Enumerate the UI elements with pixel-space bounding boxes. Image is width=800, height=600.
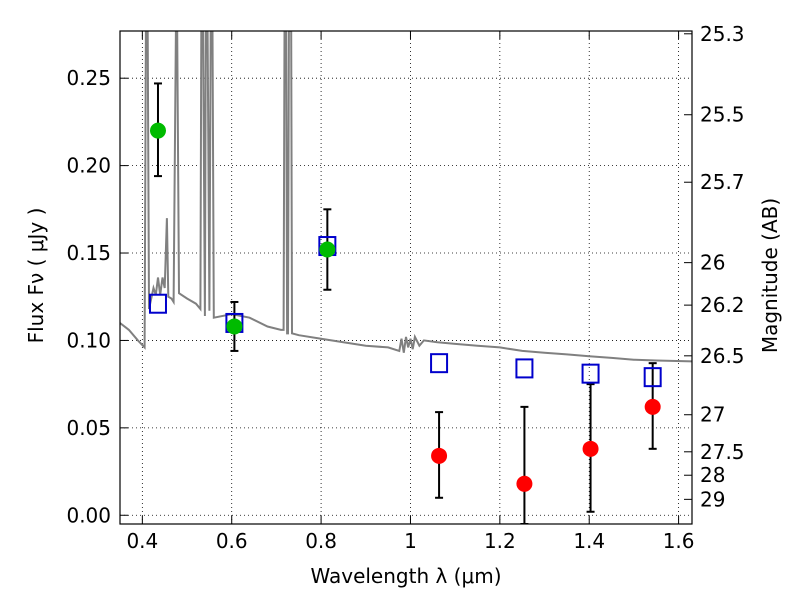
x-tick-label: 0.4: [126, 529, 158, 553]
y-axis-label: Flux Fν ( μJy ): [24, 208, 48, 344]
model-spectrum: [120, 31, 692, 363]
observed-flux-point: [431, 447, 448, 464]
model-photometry-square: [148, 293, 167, 314]
right-tick-label: 27: [700, 403, 725, 427]
right-tick-label: 26: [700, 251, 725, 275]
grid: [120, 31, 692, 524]
right-tick-label: 25.5: [700, 103, 745, 127]
x-tick-label: 0.6: [216, 529, 248, 553]
model-photometry-square: [515, 358, 534, 379]
x-tick-label: 1.6: [663, 529, 695, 553]
x-tick-label: 1: [404, 529, 417, 553]
y-tick-label: 0.25: [66, 66, 111, 90]
x-axis-label: Wavelength λ (μm): [310, 564, 501, 588]
observed-flux-point: [226, 318, 243, 335]
data-points: [148, 122, 662, 492]
y-tick-label: 0.05: [66, 416, 111, 440]
observed-flux-point: [516, 475, 533, 492]
right-tick-label: 26.5: [700, 344, 745, 368]
model-photometry-square: [430, 353, 449, 374]
right-axis-label: Magnitude (AB): [758, 198, 782, 353]
y-tick-label: 0.15: [66, 241, 111, 265]
right-tick-label: 25.3: [700, 22, 745, 46]
observed-flux-point: [644, 398, 661, 415]
model-photometry-square: [643, 367, 662, 388]
axis-ticks: 0.4 0.6 0.8 1 1.2 1.4 1.6 0.00 0.05 0.10 0.15 0.20 0…: [66, 22, 744, 553]
model-spectrum-line: [120, 31, 692, 363]
error-bars: [153, 82, 657, 524]
y-tick-label: 0.00: [66, 503, 111, 527]
right-tick-label: 25.7: [700, 170, 745, 194]
right-tick-label: 26.2: [700, 293, 745, 317]
model-photometry-square: [581, 363, 600, 384]
right-tick-label: 29: [700, 487, 725, 511]
x-tick-label: 1.2: [484, 529, 516, 553]
x-tick-label: 1.4: [573, 529, 605, 553]
right-tick-label: 27.5: [700, 440, 745, 464]
observed-flux-point: [319, 241, 336, 258]
x-tick-label: 0.8: [305, 529, 337, 553]
observed-flux-point: [582, 440, 599, 457]
y-tick-label: 0.20: [66, 154, 111, 178]
observed-flux-point: [149, 122, 166, 139]
right-tick-label: 28: [700, 463, 725, 487]
plot-frame: [119, 30, 693, 525]
y-tick-label: 0.10: [66, 328, 111, 352]
